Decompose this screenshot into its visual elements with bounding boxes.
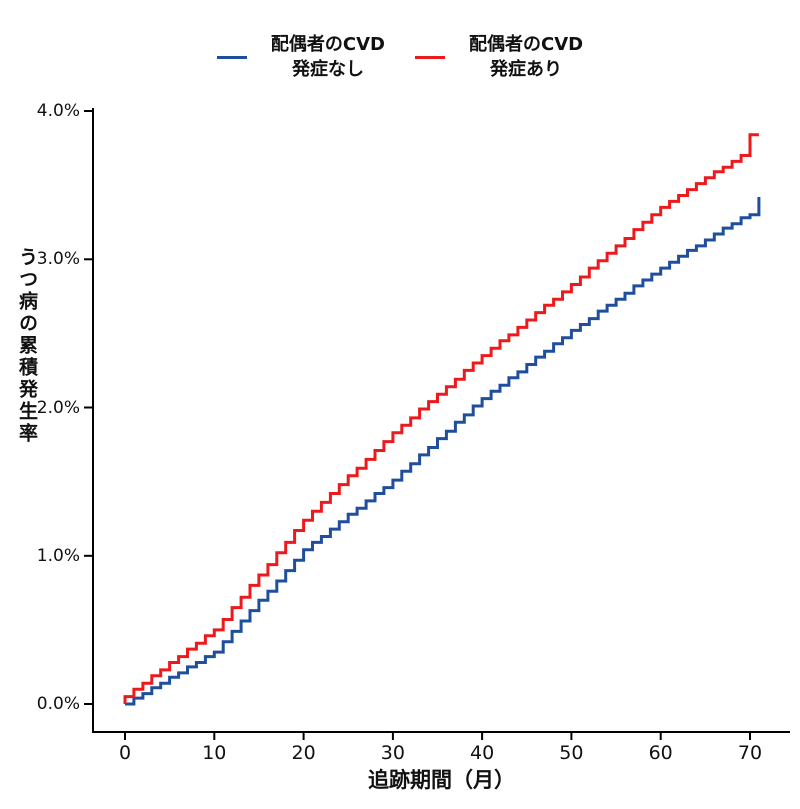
x-tick-label: 70 [737, 742, 763, 764]
legend-item-no-cvd: 配偶者のCVD 発症なし [216, 32, 385, 82]
series-no-cvd [125, 197, 761, 706]
x-tick-label: 50 [559, 742, 584, 764]
y-tick-label: 1.0% [36, 545, 80, 566]
x-tick-label: 0 [118, 742, 132, 764]
legend-item-cvd: 配偶者のCVD 発症あり [415, 32, 583, 82]
y-tick-label: 0.0% [36, 694, 80, 714]
x-tick-label: 20 [291, 742, 316, 764]
x-tick-label: 40 [470, 742, 495, 764]
legend-line-cvd-icon [415, 55, 445, 59]
x-axis-title: 追跡期間（月） [368, 768, 515, 792]
y-tick-label: 2.0% [36, 397, 80, 418]
legend-label-no-cvd-line1: 配偶者のCVD [270, 34, 385, 55]
series-cvd [123, 133, 759, 704]
y-tick-label: 4.0% [36, 101, 80, 121]
legend-label-cvd: 配偶者のCVD 発症あり [469, 32, 583, 82]
legend-label-no-cvd: 配偶者のCVD 発症なし [271, 32, 385, 82]
legend-label-no-cvd-line2: 発症なし [291, 59, 364, 80]
legend-label-cvd-line1: 配偶者のCVD [469, 34, 584, 55]
x-tick-label: 60 [648, 742, 673, 764]
y-axis-title: うつ病の累積発生率 [16, 247, 38, 445]
legend-label-cvd-line2: 発症あり [490, 59, 563, 80]
x-tick-label: 30 [380, 742, 405, 764]
legend: 配偶者のCVD 発症なし 配偶者のCVD 発症あり [0, 32, 800, 82]
y-tick-label: 3.0% [36, 249, 80, 270]
x-tick-label: 10 [202, 742, 227, 764]
axis-lines [92, 108, 790, 733]
legend-line-no-cvd-icon [216, 55, 247, 59]
